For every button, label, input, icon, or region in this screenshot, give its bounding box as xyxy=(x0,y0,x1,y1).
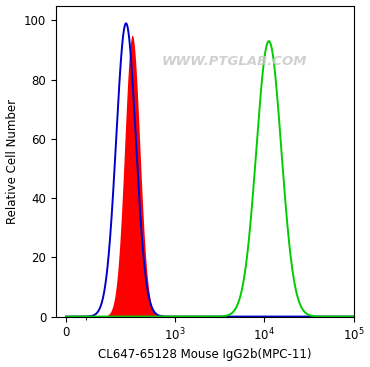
Y-axis label: Relative Cell Number: Relative Cell Number xyxy=(6,98,18,224)
Text: WWW.PTGLAB.COM: WWW.PTGLAB.COM xyxy=(162,55,307,68)
X-axis label: CL647-65128 Mouse IgG2b(MPC-11): CL647-65128 Mouse IgG2b(MPC-11) xyxy=(98,348,312,361)
